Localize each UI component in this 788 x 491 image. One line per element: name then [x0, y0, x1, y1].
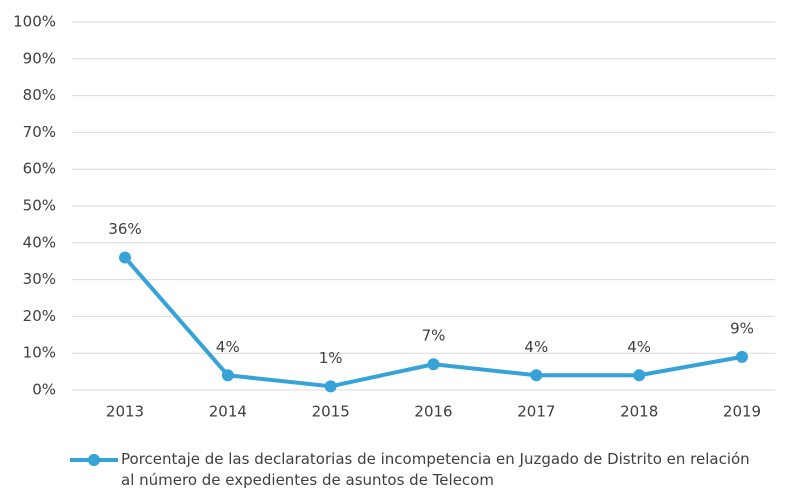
y-tick-label: 100%	[13, 13, 56, 31]
data-point	[427, 358, 440, 371]
x-tick-label: 2018	[620, 403, 658, 421]
x-tick-label: 2015	[312, 403, 350, 421]
legend-label: Porcentaje de las declaratorias de incom…	[121, 450, 750, 489]
data-label: 1%	[319, 349, 343, 367]
data-point	[736, 350, 748, 363]
y-tick-label: 90%	[23, 49, 56, 67]
y-tick-label: 20%	[23, 307, 56, 325]
y-tick-label: 80%	[23, 86, 56, 104]
data-label: 7%	[422, 327, 446, 345]
data-label: 4%	[627, 338, 651, 356]
data-label: 4%	[524, 338, 548, 356]
y-tick-label: 40%	[23, 233, 56, 251]
data-point	[530, 369, 543, 382]
x-tick-label: 2017	[517, 403, 555, 421]
data-label: 9%	[730, 319, 754, 337]
y-tick-label: 30%	[23, 270, 56, 288]
data-label: 4%	[216, 338, 240, 356]
data-label: 36%	[108, 220, 141, 238]
x-tick-label: 2013	[106, 403, 144, 421]
x-tick-label: 2014	[209, 403, 247, 421]
data-point	[221, 369, 234, 382]
y-tick-label: 0%	[32, 381, 56, 399]
x-tick-label: 2019	[723, 403, 761, 421]
data-point	[633, 369, 646, 382]
data-point	[119, 251, 131, 264]
y-tick-label: 50%	[23, 197, 56, 215]
legend-marker	[88, 454, 100, 466]
x-tick-label: 2016	[414, 403, 452, 421]
y-tick-label: 60%	[23, 160, 56, 178]
y-tick-label: 70%	[23, 123, 56, 141]
data-point	[324, 380, 337, 393]
y-tick-label: 10%	[23, 344, 56, 362]
